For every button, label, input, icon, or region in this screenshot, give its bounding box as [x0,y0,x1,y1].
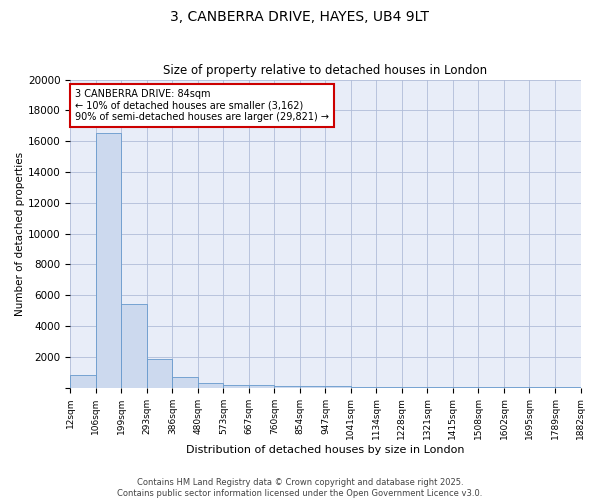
Bar [351,386,376,388]
Bar [70,375,96,388]
Bar [223,384,249,388]
Bar [300,386,325,388]
Bar [274,386,300,388]
Bar [249,386,274,388]
Bar [376,387,402,388]
Bar [198,383,223,388]
Bar [325,386,351,388]
Bar [96,134,121,388]
Text: Contains HM Land Registry data © Crown copyright and database right 2025.
Contai: Contains HM Land Registry data © Crown c… [118,478,482,498]
Bar [121,304,147,388]
Bar [172,377,198,388]
X-axis label: Distribution of detached houses by size in London: Distribution of detached houses by size … [186,445,464,455]
Text: 3 CANBERRA DRIVE: 84sqm
← 10% of detached houses are smaller (3,162)
90% of semi: 3 CANBERRA DRIVE: 84sqm ← 10% of detache… [76,89,329,122]
Text: 3, CANBERRA DRIVE, HAYES, UB4 9LT: 3, CANBERRA DRIVE, HAYES, UB4 9LT [170,10,430,24]
Bar [402,387,427,388]
Y-axis label: Number of detached properties: Number of detached properties [15,152,25,316]
Title: Size of property relative to detached houses in London: Size of property relative to detached ho… [163,64,487,77]
Bar [147,359,172,388]
